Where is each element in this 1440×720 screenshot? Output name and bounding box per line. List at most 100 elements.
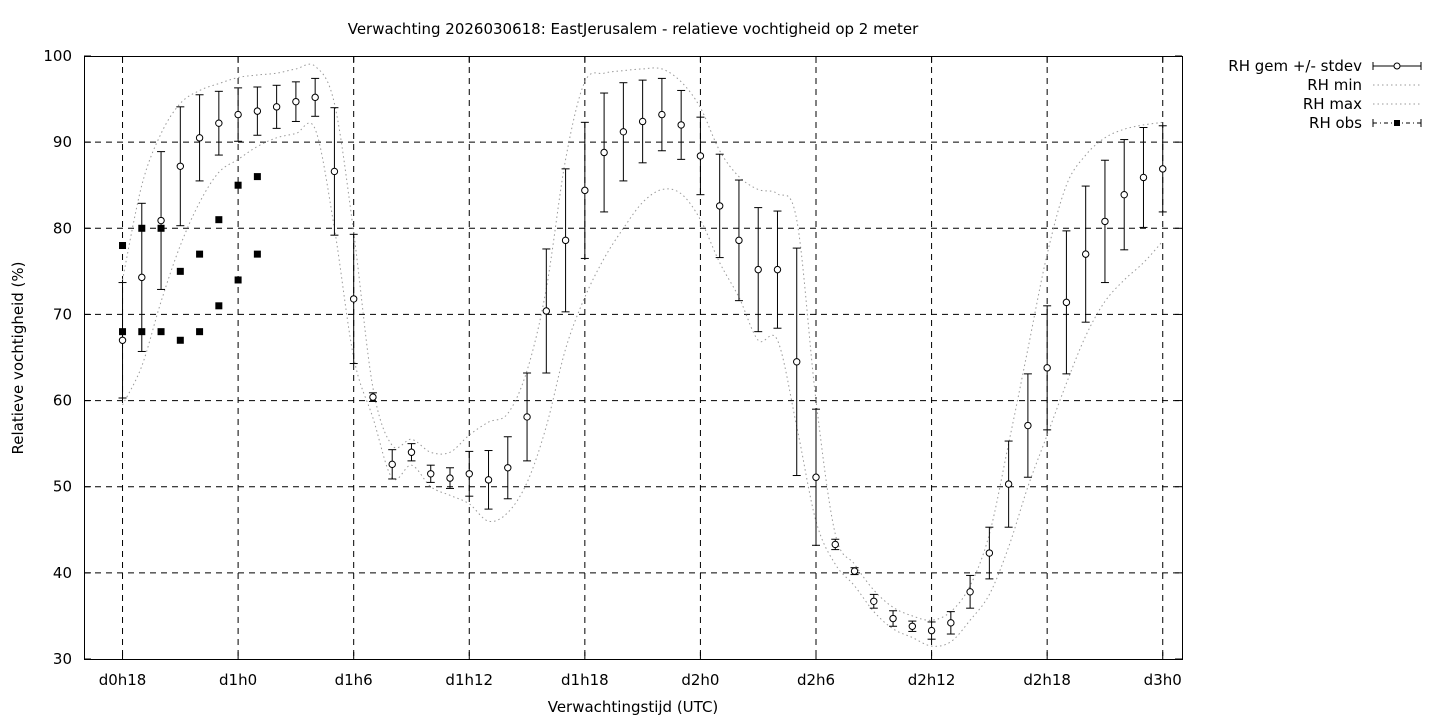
x-tick-label: d2h12 [908,671,956,689]
mean-point [118,336,127,344]
mean-point [542,307,551,315]
obs-point [119,242,127,250]
mean-point-group [157,151,166,290]
mean-point-group [349,233,358,365]
x-tick-label: d1h6 [335,671,373,689]
mean-point-group [118,282,127,399]
mean-point-group [619,82,628,182]
mean-point [1004,480,1013,488]
x-tick-label: d3h0 [1144,671,1182,689]
mean-point-group [831,538,840,551]
obs-point [119,328,127,336]
obs-point [215,216,223,224]
y-tick-label: 100 [43,47,72,65]
mean-point [715,202,724,210]
mean-point [504,464,512,472]
mean-point-group [869,593,878,609]
mean-point-group [966,574,975,609]
mean-point-group [1081,185,1090,323]
mean-point [1024,421,1032,430]
mean-point-group [715,153,724,259]
mean-point-group [908,620,917,632]
mean-point [600,148,608,157]
mean-point [850,567,859,575]
mean-point [215,119,223,127]
obs-point [234,181,242,189]
mean-point-group [1139,126,1148,228]
obs-point [176,336,184,344]
mean-point-group [985,526,994,580]
x-tick-label: d1h0 [219,671,257,689]
obs-point [215,302,223,310]
mean-point-group [272,84,281,129]
mean-point [427,470,435,478]
mean-point [253,107,262,115]
mean-point-group [291,81,300,122]
obs-point [176,267,184,275]
mean-point-group [946,611,955,635]
mean-point [754,265,762,274]
mean-point [484,476,493,484]
mean-point-group [1120,139,1129,251]
mean-point-group [195,94,204,182]
mean-point [1101,217,1109,226]
x-tick-label: d0h18 [99,671,147,689]
mean-point-group [638,79,647,164]
obs-point [138,328,146,336]
mean-point [1081,250,1090,258]
y-tick-label: 40 [53,564,72,582]
mean-point-group [234,87,243,142]
obs-point [196,250,204,258]
mean-point-group [1004,440,1013,528]
mean-point [234,110,242,119]
mean-point [561,236,570,245]
obs-point [196,328,204,336]
legend-swatch-obs-point [1394,120,1400,126]
mean-point [773,265,782,274]
mean-point [176,162,185,170]
legend-swatch-mean-point [1393,62,1401,70]
mean-point [1120,190,1128,199]
y-tick-label: 90 [53,133,72,151]
legend-label-min: RH min [1307,76,1362,94]
plot-area [84,56,1183,660]
obs-point [253,173,261,181]
mean-point-group [1062,230,1071,375]
mean-series [118,77,1167,640]
mean-point-group [734,179,743,302]
mean-point-group [1158,125,1167,213]
y-axis-label: Relatieve vochtigheid (%) [9,261,27,454]
mean-point [793,358,801,366]
mean-point [870,597,878,605]
mean-point-group [407,443,416,462]
mean-point-group [1023,373,1032,478]
mean-point [1062,298,1071,307]
mean-point [831,540,839,549]
mean-point [1159,165,1167,173]
mean-point-group [368,392,377,402]
mean-point-group [889,610,898,627]
mean-point-group [484,450,493,510]
x-axis-label: Verwachtingstijd (UTC) [548,698,719,716]
y-axis: 30 40 50 60 70 80 90 100 [43,47,1182,668]
mean-point [292,97,300,106]
mean-point-group [176,106,185,227]
mean-point [330,167,339,176]
mean-point-group [792,247,801,477]
mean-point-group [1043,305,1052,431]
mean-point [812,473,820,481]
mean-point-group [561,168,570,313]
mean-point-group [927,621,936,640]
mean-point [446,474,454,482]
rh-min-line [122,122,1164,647]
x-tick-label: d2h0 [681,671,719,689]
mean-point-group [465,450,474,497]
mean-point-group [214,90,223,156]
mean-point [465,470,473,478]
mean-point [677,121,685,129]
mean-point [696,152,705,160]
y-tick-label: 80 [53,219,72,237]
mean-point-group [773,210,782,329]
